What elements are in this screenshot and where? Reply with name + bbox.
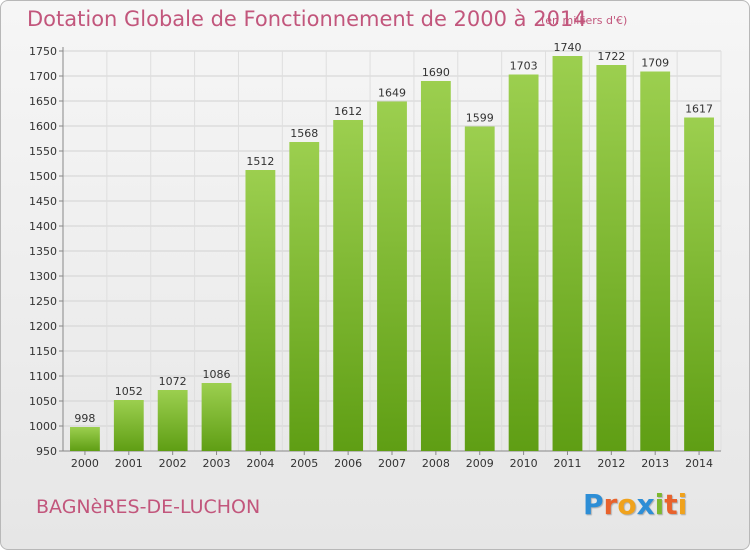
y-tick-label: 1600 <box>29 120 57 133</box>
bar <box>684 117 714 451</box>
x-tick-label: 2004 <box>246 457 274 470</box>
bar <box>113 400 144 451</box>
y-tick-label: 1500 <box>29 170 57 183</box>
bar <box>596 65 627 451</box>
bar <box>157 390 188 451</box>
bar-value-label: 1086 <box>203 368 231 381</box>
bar-value-label: 1703 <box>510 60 538 73</box>
y-tick-label: 1250 <box>29 295 57 308</box>
y-tick-label: 1100 <box>29 370 57 383</box>
bar-value-label: 1072 <box>159 375 187 388</box>
y-tick-label: 1550 <box>29 145 57 158</box>
bar <box>245 170 276 451</box>
x-tick-label: 2007 <box>378 457 406 470</box>
x-tick-label: 2001 <box>115 457 143 470</box>
bar <box>420 81 451 451</box>
y-tick-label: 1350 <box>29 245 57 258</box>
bar-value-label: 1612 <box>334 105 362 118</box>
bar-value-label: 1617 <box>685 103 713 116</box>
y-tick-label: 1700 <box>29 70 57 83</box>
bar <box>201 383 232 451</box>
x-tick-label: 2009 <box>466 457 494 470</box>
x-tick-label: 2014 <box>685 457 713 470</box>
brand-letter: r <box>603 488 618 521</box>
brand-letter: o <box>617 488 637 521</box>
x-tick-label: 2005 <box>290 457 318 470</box>
bars <box>70 56 714 451</box>
bar-value-label: 1649 <box>378 87 406 100</box>
x-tick-label: 2011 <box>553 457 581 470</box>
y-tick-label: 1200 <box>29 320 57 333</box>
bar-value-label: 1568 <box>290 127 318 140</box>
y-tick-label: 1400 <box>29 220 57 233</box>
y-tick-label: 1150 <box>29 345 57 358</box>
brand-letter: i <box>677 488 688 521</box>
y-tick-label: 1650 <box>29 95 57 108</box>
x-tick-label: 2012 <box>597 457 625 470</box>
x-tick-label: 2008 <box>422 457 450 470</box>
brand-logo: Proxiti <box>583 488 687 521</box>
bar-value-label: 998 <box>74 412 95 425</box>
bar-value-label: 1722 <box>597 50 625 63</box>
bar <box>464 126 495 451</box>
bar <box>333 120 364 451</box>
x-tick-label: 2013 <box>641 457 669 470</box>
brand-letter: t <box>664 488 678 521</box>
chart-subtitle: (en milliers d'€) <box>541 14 628 27</box>
bar-value-label: 1512 <box>246 155 274 168</box>
y-tick-label: 1300 <box>29 270 57 283</box>
y-tick-label: 950 <box>36 445 57 458</box>
commune-name: BAGNèRES-DE-LUCHON <box>36 496 261 518</box>
brand-letter: i <box>654 488 665 521</box>
bar <box>289 142 320 451</box>
x-tick-label: 2010 <box>510 457 538 470</box>
x-tick-label: 2006 <box>334 457 362 470</box>
bar-value-label: 1690 <box>422 66 450 79</box>
brand-letter: x <box>636 488 655 521</box>
x-tick-label: 2003 <box>203 457 231 470</box>
y-tick-label: 1000 <box>29 420 57 433</box>
x-tick-label: 2002 <box>159 457 187 470</box>
bar <box>377 101 407 451</box>
y-tick-label: 1050 <box>29 395 57 408</box>
chart-title: Dotation Globale de Fonctionnement de 20… <box>27 7 587 31</box>
bar-value-label: 1599 <box>466 112 494 125</box>
labels: 950 1000 1050 1100 1150 1200 1250 1300 1350 1400 1… <box>29 41 713 470</box>
bar-value-label: 1740 <box>553 41 581 54</box>
bar <box>552 56 583 451</box>
y-tick-label: 1450 <box>29 195 57 208</box>
bar-value-label: 1709 <box>641 57 669 70</box>
x-tick-label: 2000 <box>71 457 99 470</box>
brand-letter: P <box>583 488 604 521</box>
bar <box>508 74 539 451</box>
bar <box>70 427 100 451</box>
bar <box>640 71 671 451</box>
y-tick-label: 1750 <box>29 45 57 58</box>
bar-value-label: 1052 <box>115 385 143 398</box>
